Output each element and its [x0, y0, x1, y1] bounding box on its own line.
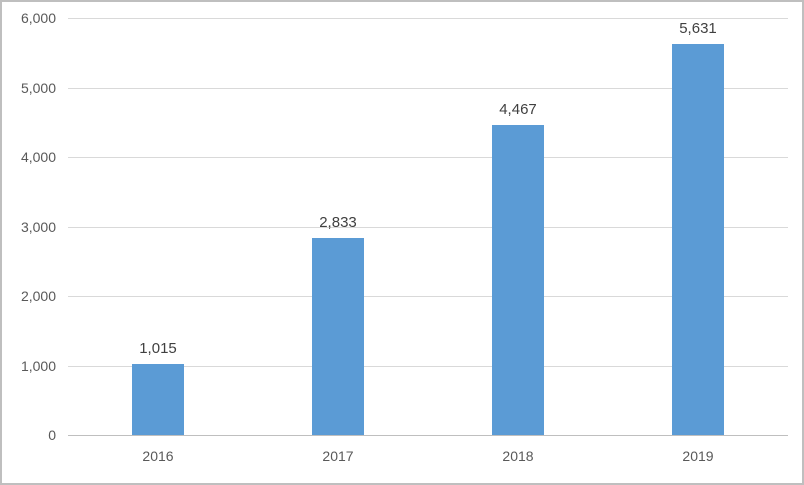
x-axis-tick-label: 2019 [682, 448, 714, 464]
bar-2017 [312, 238, 364, 435]
bar-value-label: 4,467 [499, 101, 537, 118]
y-axis-tick-label: 4,000 [20, 149, 56, 165]
bar-value-label: 5,631 [679, 20, 717, 37]
bar-value-label: 1,015 [139, 340, 177, 357]
y-axis-tick-label: 5,000 [20, 80, 56, 96]
bar-value-label: 2,833 [319, 214, 357, 231]
gridline [68, 227, 788, 228]
bar-2018 [492, 125, 544, 435]
x-axis-line [68, 435, 788, 436]
y-axis-tick-label: 0 [48, 427, 56, 443]
bar-2016 [132, 364, 184, 435]
x-axis-tick-label: 2016 [142, 448, 174, 464]
y-axis-tick-label: 1,000 [20, 358, 56, 374]
gridline [68, 366, 788, 367]
x-axis-tick-label: 2017 [322, 448, 354, 464]
gridline [68, 88, 788, 89]
y-axis-tick-label: 6,000 [20, 10, 56, 26]
gridline [68, 18, 788, 19]
y-axis-tick-label: 3,000 [20, 219, 56, 235]
bar-2019 [672, 44, 724, 435]
x-axis-tick-label: 2018 [502, 448, 534, 464]
y-axis-tick-label: 2,000 [20, 288, 56, 304]
gridline [68, 296, 788, 297]
gridline [68, 157, 788, 158]
